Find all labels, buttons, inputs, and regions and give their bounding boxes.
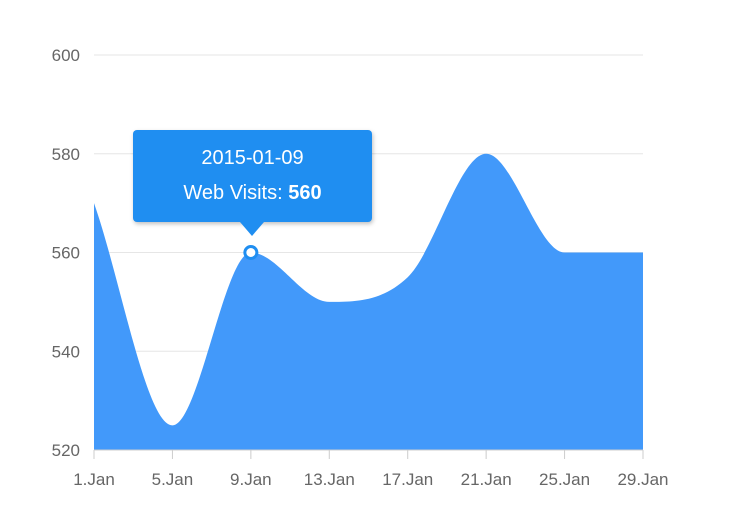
x-tick-label: 17.Jan <box>382 470 433 489</box>
data-point-marker <box>243 245 259 260</box>
x-tick-label: 21.Jan <box>461 470 512 489</box>
series-area-layer <box>94 153 643 450</box>
y-tick-label: 540 <box>52 342 80 361</box>
x-tick-label: 9.Jan <box>230 470 272 489</box>
series-area-web-visits <box>94 153 643 450</box>
x-tick-label: 13.Jan <box>304 470 355 489</box>
x-tick-label: 25.Jan <box>539 470 590 489</box>
y-tick-label: 600 <box>52 46 80 65</box>
tooltip-value-row: Web Visits: 560 <box>133 181 372 205</box>
y-tick-label: 560 <box>52 244 80 263</box>
tooltip: 2015-01-09 Web Visits: 560 <box>133 130 372 236</box>
x-tick-label: 5.Jan <box>152 470 194 489</box>
tooltip-value: 560 <box>288 182 322 204</box>
tooltip-date: 2015-01-09 <box>201 147 304 169</box>
x-tick-label: 29.Jan <box>617 470 668 489</box>
y-tick-label: 520 <box>52 441 80 460</box>
y-tick-label: 580 <box>52 145 80 164</box>
markers <box>243 245 259 260</box>
x-tick-label: 1.Jan <box>73 470 115 489</box>
tooltip-pointer <box>240 222 264 236</box>
tooltip-series-label: Web Visits: <box>183 182 283 204</box>
axes: 520 540 560 580 600 1.Jan 5.Jan 9.Jan 13.Jan 17.J… <box>52 46 669 489</box>
